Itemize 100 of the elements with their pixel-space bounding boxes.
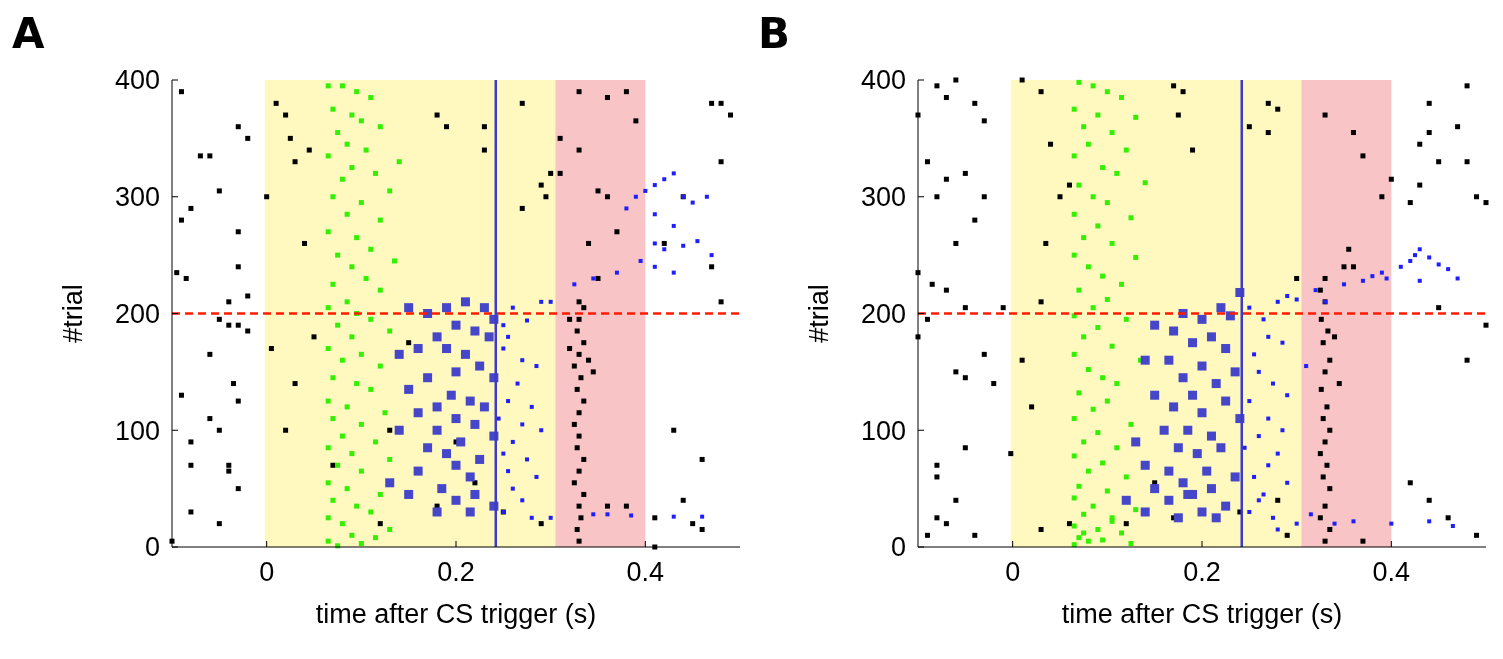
x-tick-label: 0 [259, 557, 275, 587]
x-axis-title: time after CS trigger (s) [1061, 599, 1343, 629]
point [662, 177, 667, 182]
point [671, 171, 676, 176]
point [1294, 297, 1299, 302]
point [1266, 334, 1271, 339]
point [1242, 445, 1247, 450]
point [501, 451, 506, 456]
point [1360, 278, 1365, 283]
point [1285, 480, 1290, 485]
point [1206, 431, 1216, 441]
point [470, 489, 480, 499]
point [605, 512, 610, 517]
point [1271, 515, 1275, 520]
point [437, 484, 447, 494]
point [475, 454, 485, 464]
point [423, 373, 433, 383]
point [1140, 460, 1150, 470]
y-tick-label: 300 [860, 182, 906, 213]
point [1266, 463, 1271, 468]
point [1294, 521, 1299, 526]
point [506, 399, 511, 404]
point [413, 408, 423, 418]
point [404, 384, 414, 394]
point [1370, 274, 1375, 279]
point [1351, 519, 1356, 524]
point [633, 194, 638, 199]
point [638, 258, 643, 263]
point [529, 515, 534, 520]
x-axis-title: time after CS trigger (s) [315, 599, 597, 629]
point [539, 299, 544, 304]
point [1211, 379, 1221, 389]
point [1178, 478, 1188, 488]
point [451, 320, 461, 330]
point [432, 332, 442, 342]
point [1379, 270, 1384, 275]
y-tick-label: 200 [860, 298, 906, 329]
point [534, 364, 539, 369]
point [451, 414, 461, 424]
point [1252, 474, 1257, 479]
point [510, 305, 515, 310]
x-tick-label: 0.2 [437, 557, 475, 587]
point [624, 206, 629, 211]
point [484, 332, 494, 342]
point [479, 303, 489, 313]
point [442, 303, 452, 313]
point [652, 212, 657, 217]
point [1221, 396, 1231, 406]
point [1173, 513, 1183, 523]
point [1121, 495, 1131, 505]
point [1169, 326, 1179, 336]
point [475, 361, 485, 371]
point [1192, 449, 1202, 459]
point [1221, 501, 1231, 511]
point [1221, 344, 1231, 354]
point [1427, 255, 1432, 260]
point [423, 443, 433, 453]
point [671, 270, 676, 275]
point [1206, 484, 1216, 494]
point [520, 422, 525, 427]
point [1216, 443, 1226, 453]
x-tick-label: 0 [1005, 557, 1021, 587]
point [652, 241, 657, 246]
point [1304, 364, 1309, 369]
point [1408, 258, 1413, 263]
point [479, 402, 489, 412]
point [515, 381, 520, 386]
y-tick-label: 200 [114, 298, 160, 329]
point [1275, 527, 1280, 532]
point [548, 299, 553, 304]
point [404, 303, 414, 313]
point [1280, 428, 1285, 433]
y-tick-label: 100 [860, 415, 906, 446]
point [572, 282, 577, 287]
point [1188, 338, 1198, 348]
point [1417, 278, 1422, 283]
point [465, 507, 475, 517]
point [591, 512, 596, 517]
point [1131, 437, 1141, 447]
point [442, 449, 452, 459]
point [1188, 390, 1198, 400]
y-axis-title: #trial [804, 284, 834, 343]
y-tick-label: 400 [860, 65, 906, 96]
point [1247, 305, 1252, 310]
point [1140, 507, 1150, 517]
point [1275, 299, 1280, 304]
point [456, 437, 466, 447]
point [1164, 495, 1174, 505]
point [520, 498, 525, 503]
point [413, 466, 423, 476]
point [1427, 519, 1432, 524]
point [1140, 355, 1150, 365]
point [695, 239, 700, 244]
point [470, 326, 480, 336]
point [1197, 314, 1207, 324]
point [1285, 293, 1290, 298]
point [404, 489, 414, 499]
point [1446, 267, 1451, 272]
point [1413, 253, 1417, 258]
y-tick-label: 400 [114, 65, 160, 96]
